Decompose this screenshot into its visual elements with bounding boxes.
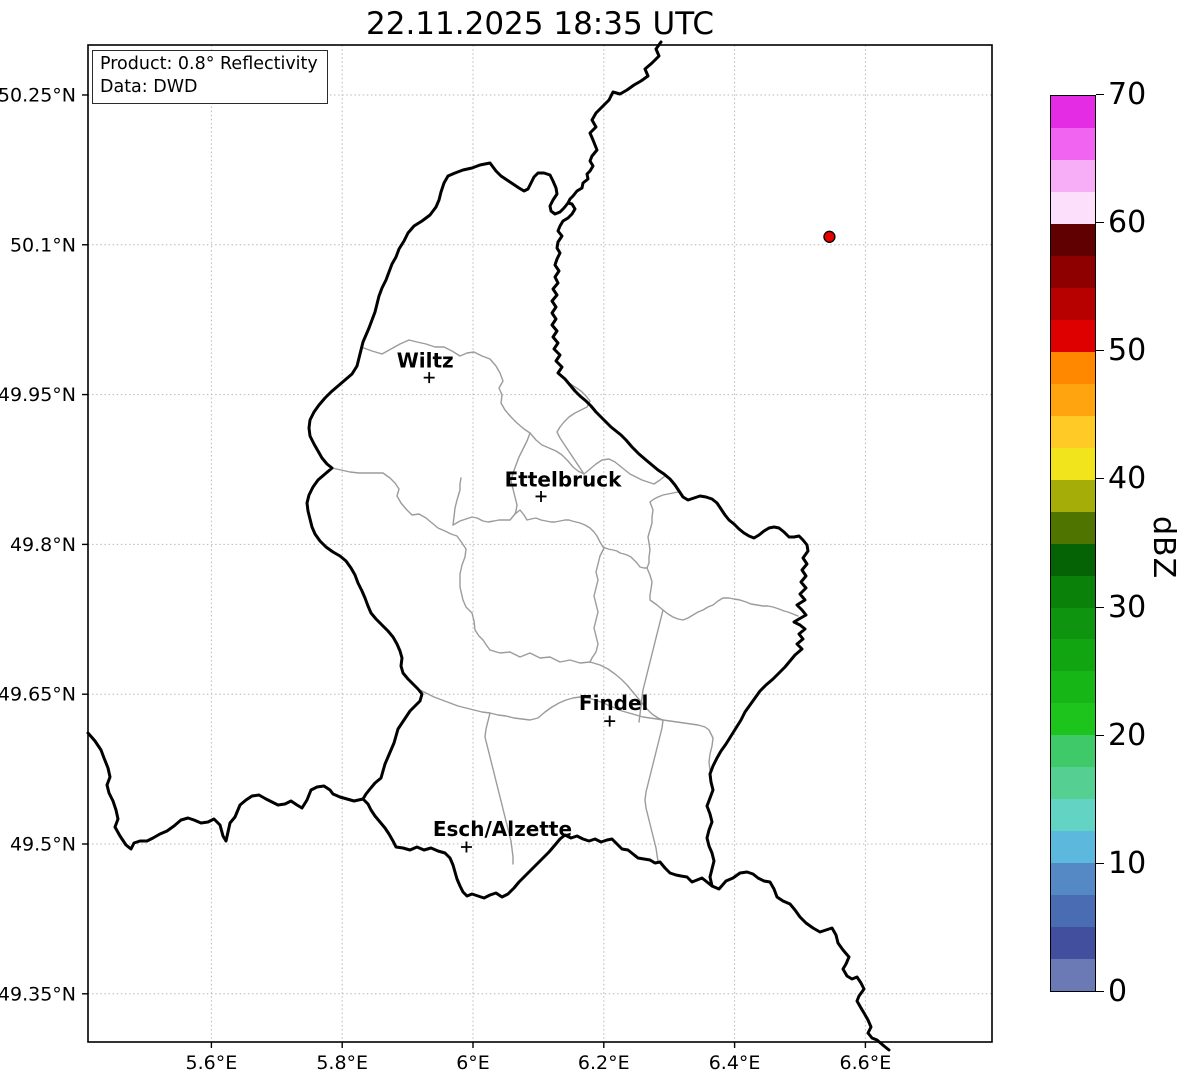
district-border-path	[510, 432, 531, 515]
colorbar-tick-mark	[1096, 478, 1104, 480]
colorbar-tick-mark	[1096, 350, 1104, 352]
product-info-box: Product: 0.8° Reflectivity Data: DWD	[92, 50, 328, 105]
city-marker-icon	[604, 715, 616, 727]
radar-location-dot	[823, 230, 836, 243]
colorbar-segment	[1051, 575, 1095, 608]
colorbar: 0 10 20 30 40 50 60 70	[1050, 80, 1146, 1007]
figure-title: 22.11.2025 18:35 UTC	[366, 6, 714, 42]
colorbar-tick-label: 30	[1108, 589, 1147, 625]
plot-frame	[87, 44, 993, 1043]
data-source-line: Data: DWD	[100, 77, 198, 98]
colorbar-tick-label: 70	[1108, 77, 1147, 112]
district-border-path	[646, 567, 799, 621]
colorbar-segment	[1051, 863, 1095, 896]
district-border-path	[331, 467, 491, 651]
district-border-path	[638, 609, 664, 723]
x-tick-label: 5.8°E	[316, 1052, 368, 1074]
colorbar-segment	[1051, 479, 1095, 512]
colorbar-segment	[1051, 607, 1095, 640]
city-label: Wiltz	[397, 349, 454, 373]
city-marker-icon	[423, 372, 435, 384]
colorbar-segment	[1051, 96, 1095, 128]
product-info-line: Product: 0.8° Reflectivity	[100, 54, 318, 74]
city-label: Esch/Alzette	[433, 817, 572, 841]
y-tick-label: 49.65°N	[0, 684, 76, 706]
colorbar-segment	[1051, 191, 1095, 224]
country-border-france-belgium	[86, 731, 365, 851]
city-label: Findel	[579, 691, 649, 715]
colorbar-segment	[1051, 959, 1095, 992]
colorbar-segment	[1051, 383, 1095, 416]
colorbar-segment	[1051, 639, 1095, 672]
colorbar-tick-label: 50	[1108, 333, 1147, 369]
colorbar-segment	[1051, 255, 1095, 288]
colorbar-tick-label: 0	[1108, 974, 1128, 1009]
country-border-luxembourg	[305, 161, 810, 900]
colorbar-segment	[1051, 703, 1095, 736]
colorbar-segment	[1051, 319, 1095, 352]
district-border-path	[649, 491, 679, 503]
district-border-path	[417, 688, 714, 778]
colorbar-tick-label: 40	[1108, 461, 1147, 497]
x-tick-label: 5.6°E	[186, 1052, 238, 1074]
x-tick-label: 6.4°E	[709, 1052, 761, 1074]
colorbar-gradient	[1050, 95, 1096, 992]
colorbar-tick-mark	[1096, 606, 1104, 608]
colorbar-segment	[1051, 895, 1095, 928]
colorbar-unit-label: dBZ	[1146, 516, 1181, 580]
city-label: Ettelbruck	[505, 467, 622, 491]
x-tick-label: 6°E	[456, 1052, 490, 1074]
colorbar-segment	[1051, 351, 1095, 384]
y-tick-label: 50.25°N	[0, 84, 76, 106]
y-tick-label: 50.1°N	[10, 234, 76, 256]
y-tick-label: 49.8°N	[10, 534, 76, 556]
colorbar-segment	[1051, 671, 1095, 704]
colorbar-tick-mark	[1096, 94, 1104, 95]
colorbar-tick-label: 60	[1108, 205, 1147, 241]
x-tick-label: 6.2°E	[578, 1052, 630, 1074]
colorbar-segment	[1051, 799, 1095, 832]
district-border-path	[484, 712, 514, 865]
colorbar-segment	[1051, 767, 1095, 800]
country-border-france-germany	[710, 870, 891, 1052]
city-marker-icon	[535, 490, 547, 502]
colorbar-segment	[1051, 511, 1095, 544]
colorbar-segment	[1051, 223, 1095, 256]
colorbar-segment	[1051, 127, 1095, 160]
district-border-path	[452, 509, 648, 569]
colorbar-segment	[1051, 415, 1095, 448]
colorbar-tick-label: 10	[1108, 845, 1147, 881]
colorbar-segment	[1051, 159, 1095, 192]
x-tick-label: 6.6°E	[840, 1052, 892, 1074]
colorbar-tick-mark	[1096, 991, 1104, 992]
y-tick-label: 49.5°N	[10, 834, 76, 856]
district-border-path	[360, 339, 671, 485]
colorbar-segment	[1051, 927, 1095, 960]
colorbar-segment	[1051, 543, 1095, 576]
district-border-path	[644, 719, 664, 862]
district-border-path	[489, 649, 664, 721]
y-tick-label: 49.95°N	[0, 384, 76, 406]
colorbar-segment	[1051, 447, 1095, 480]
district-border-path	[589, 547, 605, 663]
district-border-path	[646, 501, 654, 569]
colorbar-segment	[1051, 831, 1095, 864]
country-border-belgium-germany	[566, 40, 663, 205]
colorbar-tick-mark	[1096, 222, 1104, 224]
colorbar-segment	[1051, 287, 1095, 320]
district-border-path	[556, 372, 591, 475]
y-tick-label: 49.35°N	[0, 983, 76, 1005]
colorbar-tick-mark	[1096, 862, 1104, 864]
colorbar-tick-label: 20	[1108, 717, 1147, 753]
colorbar-tick-mark	[1096, 734, 1104, 736]
city-marker-icon	[460, 841, 472, 853]
district-border-path	[452, 477, 462, 526]
colorbar-segment	[1051, 735, 1095, 768]
